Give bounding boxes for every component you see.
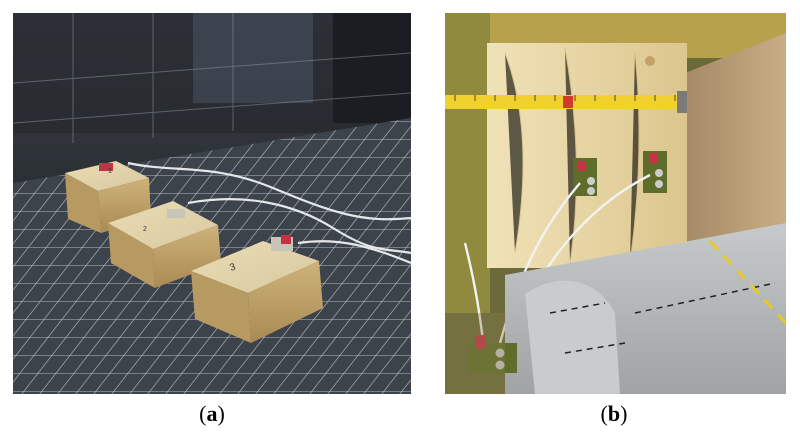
membrane-roll <box>505 223 786 394</box>
block-2-number: 2 <box>143 226 147 233</box>
block-1-number: 1 <box>108 168 112 175</box>
sensor-lower <box>467 335 517 373</box>
caption-b-label: b <box>607 401 621 426</box>
photo-panel-b <box>445 13 786 394</box>
wall-assembly-photo <box>445 13 786 394</box>
sensor-upper-left <box>573 158 597 196</box>
measuring-tape <box>445 91 687 113</box>
photo-panel-a: 1 2 3 <box>13 13 411 394</box>
caption-a-label: a <box>206 401 218 426</box>
sensor-upper-right <box>643 151 667 193</box>
wood-blocks-photo: 1 2 3 <box>13 13 411 394</box>
wood-block-3: 3 <box>191 235 323 343</box>
block-3-number: 3 <box>228 261 237 273</box>
caption-b: (b) <box>600 401 628 426</box>
caption-a: (a) <box>199 401 225 426</box>
wood-block-2: 2 <box>108 201 221 288</box>
